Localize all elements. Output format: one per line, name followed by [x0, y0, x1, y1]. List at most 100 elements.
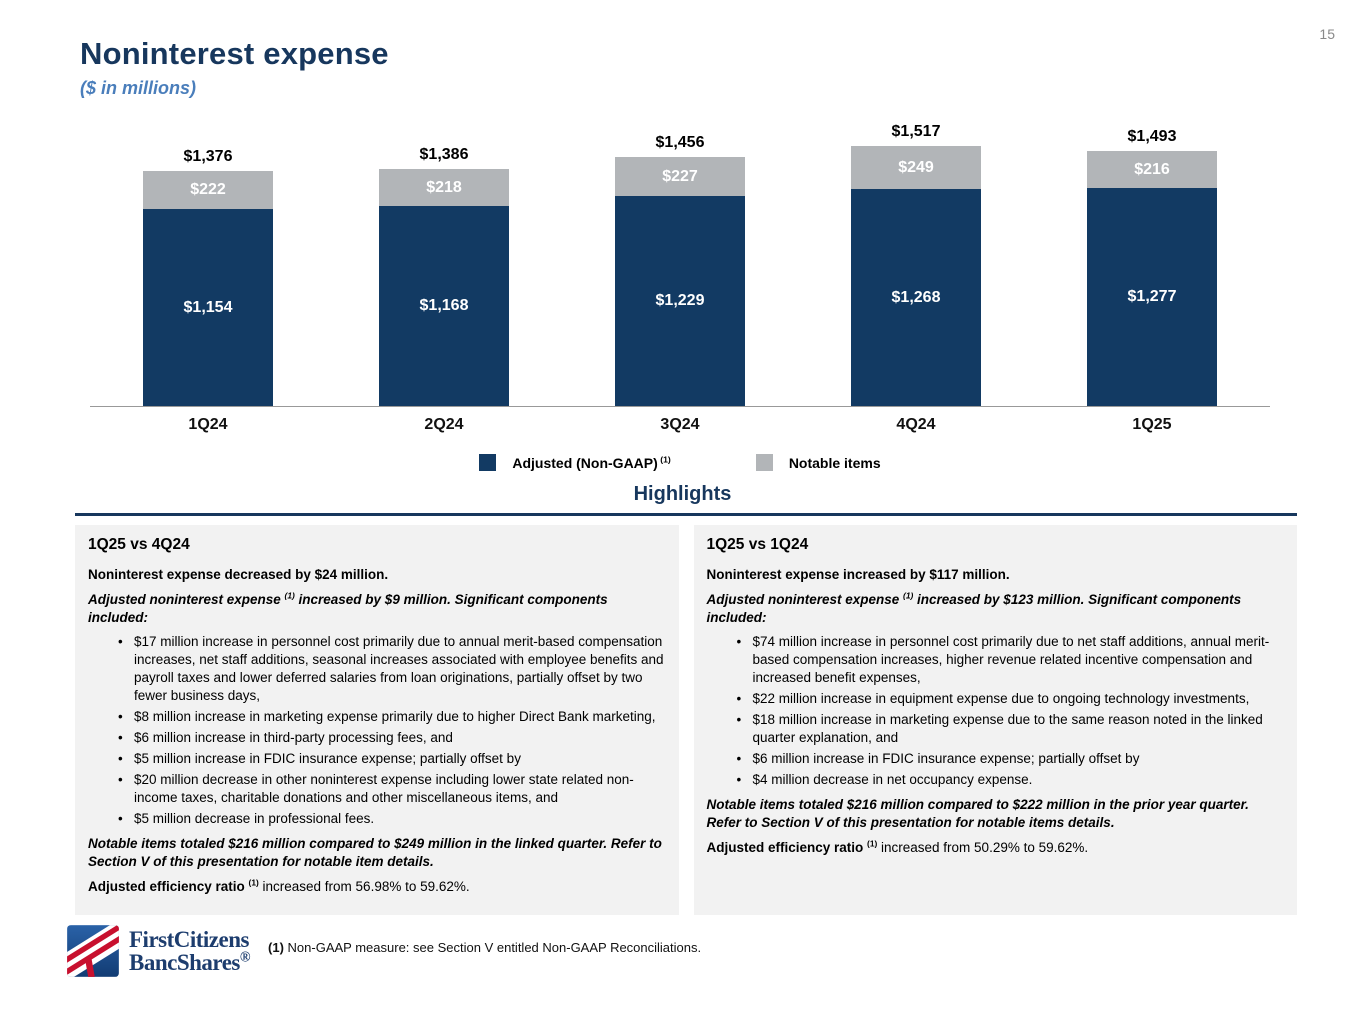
text-run: increased from 50.29% to 59.62%. — [877, 840, 1089, 855]
segment-adjusted: $1,229 — [615, 196, 745, 406]
segment-adjusted-label: $1,154 — [183, 298, 233, 316]
bullet-item: $74 million increase in personnel cost p… — [737, 633, 1285, 687]
category-label-3q24: 3Q24 — [660, 416, 700, 433]
bar-stack: $216 $1,277 — [1087, 151, 1217, 406]
page-subtitle: ($ in millions) — [80, 78, 197, 98]
bullet-item: $6 million increase in third-party proce… — [118, 729, 666, 747]
registered-mark: ® — [239, 949, 251, 966]
slide-footer: FirstCitizens BancShares® (1) Non-GAAP m… — [66, 924, 1365, 978]
bullet-item: $18 million increase in marketing expens… — [737, 711, 1285, 747]
superscript-note: (1) — [248, 877, 259, 888]
highlights-title: Highlights — [633, 483, 732, 505]
bullet-item: $4 million decrease in net occupancy exp… — [737, 771, 1285, 789]
legend-item: Notable items — [755, 454, 881, 471]
highlight-paragraph: Adjusted noninterest expense (1) increas… — [88, 591, 666, 627]
page-title: Noninterest expense — [80, 36, 389, 71]
bullet-list: $17 million increase in personnel cost p… — [88, 633, 666, 828]
superscript-note: (1) — [284, 590, 295, 601]
text-run: (1) — [268, 939, 288, 955]
segment-adjusted-label: $1,268 — [891, 288, 941, 306]
legend-label: Notable items — [788, 454, 881, 471]
superscript-note: (1) — [903, 590, 914, 601]
segment-notable-items: $216 — [1087, 151, 1217, 188]
text-run: increased from 56.98% to 59.62%. — [258, 878, 470, 894]
legend-swatch — [755, 454, 773, 471]
highlights-column-prior-year: 1Q25 vs 1Q24 Noninterest expense increas… — [693, 525, 1297, 915]
legend-label: Adjusted (Non-GAAP) (1) — [512, 453, 671, 471]
text-run: Notable items totaled $216 million compa… — [88, 836, 662, 869]
bullet-item: $17 million increase in personnel cost p… — [118, 633, 666, 705]
chart-category-axis: 1Q24 2Q24 3Q24 4Q24 1Q25 — [90, 416, 1270, 434]
segment-notable-items: $222 — [143, 171, 273, 209]
text-run: Adjusted efficiency ratio — [706, 840, 868, 855]
non-gaap-footnote: (1) Non-GAAP measure: see Section V enti… — [268, 940, 701, 955]
bullet-item: $6 million increase in FDIC insurance ex… — [737, 750, 1285, 768]
logo-line2: BancShares — [129, 949, 240, 975]
column-body: Noninterest expense increased by $117 mi… — [707, 566, 1285, 857]
text-run: increased by $123 million. Significant c… — [706, 591, 1242, 625]
segment-adjusted-label: $1,277 — [1127, 288, 1177, 305]
highlight-paragraph: Noninterest expense increased by $117 mi… — [707, 566, 1285, 584]
bar-total-label: $1,517 — [891, 123, 941, 140]
superscript-note: (1) — [867, 838, 878, 849]
chart-legend: Adjusted (Non-GAAP) (1) Notable items — [90, 454, 1270, 471]
segment-adjusted: $1,277 — [1087, 188, 1217, 406]
category-label-2q24: 2Q24 — [424, 416, 464, 433]
segment-notable-label: $227 — [662, 167, 698, 185]
highlights-columns: 1Q25 vs 4Q24 Noninterest expense decreas… — [75, 525, 1297, 915]
bullet-item: $22 million increase in equipment expens… — [737, 690, 1285, 708]
bullet-item: $8 million increase in marketing expense… — [118, 708, 666, 726]
bar-group-2q24: $1,386 $218 $1,168 — [326, 146, 562, 406]
bar-stack: $222 $1,154 — [143, 171, 273, 406]
column-body: Noninterest expense decreased by $24 mil… — [88, 566, 666, 896]
category-label-1q24: 1Q24 — [188, 416, 228, 433]
bullet-item: $20 million decrease in other noninteres… — [118, 771, 666, 807]
highlight-paragraph: Adjusted efficiency ratio (1) increased … — [88, 878, 666, 896]
highlight-paragraph: Noninterest expense decreased by $24 mil… — [88, 566, 666, 584]
segment-notable-label: $222 — [190, 181, 226, 198]
logo-line1: FirstCitizens — [129, 926, 249, 952]
segment-adjusted-label: $1,168 — [419, 297, 469, 314]
segment-notable-items: $218 — [379, 169, 509, 206]
superscript-note: (1) — [657, 453, 671, 464]
bar-group-1q25: $1,493 $216 $1,277 — [1034, 128, 1270, 406]
text-run: Noninterest expense increased by $117 mi… — [706, 566, 1010, 582]
highlight-paragraph: Adjusted noninterest expense (1) increas… — [707, 591, 1285, 627]
category-label-1q25: 1Q25 — [1132, 416, 1172, 433]
text-run: Adjusted efficiency ratio — [88, 878, 249, 894]
bullet-list: $74 million increase in personnel cost p… — [707, 633, 1285, 789]
text-run: Notable items totaled $216 million compa… — [706, 797, 1249, 831]
bar-stack: $218 $1,168 — [379, 169, 509, 406]
segment-adjusted: $1,168 — [379, 206, 509, 406]
highlights-column-linked-quarter: 1Q25 vs 4Q24 Noninterest expense decreas… — [75, 525, 679, 915]
segment-notable-label: $249 — [898, 158, 934, 176]
text-run: Non-GAAP measure: see Section V entitled… — [287, 939, 702, 955]
text-run: increased by $9 million. Significant com… — [88, 591, 608, 625]
first-citizens-logo-icon — [67, 924, 119, 977]
first-citizens-logo: FirstCitizens BancShares® — [66, 924, 251, 978]
bullet-item: $5 million decrease in professional fees… — [118, 810, 666, 828]
segment-notable-items: $227 — [615, 157, 745, 196]
highlight-paragraph: Notable items totaled $216 million compa… — [707, 796, 1285, 832]
text-run: Noninterest expense decreased by $24 mil… — [88, 566, 389, 582]
text-run: Adjusted noninterest expense — [706, 591, 904, 607]
highlight-paragraph: Notable items totaled $216 million compa… — [88, 835, 666, 871]
slide-header: Noninterest expense ($ in millions) — [0, 0, 1365, 99]
bar-group-1q24: $1,376 $222 $1,154 — [90, 148, 326, 406]
category-label-4q24: 4Q24 — [896, 416, 936, 433]
segment-notable-items: $249 — [851, 146, 981, 189]
noninterest-expense-chart: $1,376 $222 $1,154 $1,386 $218 $1,168 $1,456 $2… — [90, 115, 1270, 471]
bar-total-label: $1,386 — [419, 146, 469, 163]
bar-stack: $249 $1,268 — [851, 146, 981, 406]
highlights-divider — [75, 513, 1297, 516]
segment-adjusted: $1,268 — [851, 189, 981, 406]
bar-total-label: $1,456 — [655, 134, 705, 151]
page-number: 15 — [1319, 26, 1335, 42]
legend-swatch — [479, 454, 497, 471]
bar-stack: $227 $1,229 — [615, 157, 745, 406]
bar-total-label: $1,376 — [183, 148, 233, 165]
bar-group-4q24: $1,517 $249 $1,268 — [798, 123, 1034, 406]
bar-group-3q24: $1,456 $227 $1,229 — [562, 134, 798, 406]
bar-total-label: $1,493 — [1127, 128, 1177, 145]
